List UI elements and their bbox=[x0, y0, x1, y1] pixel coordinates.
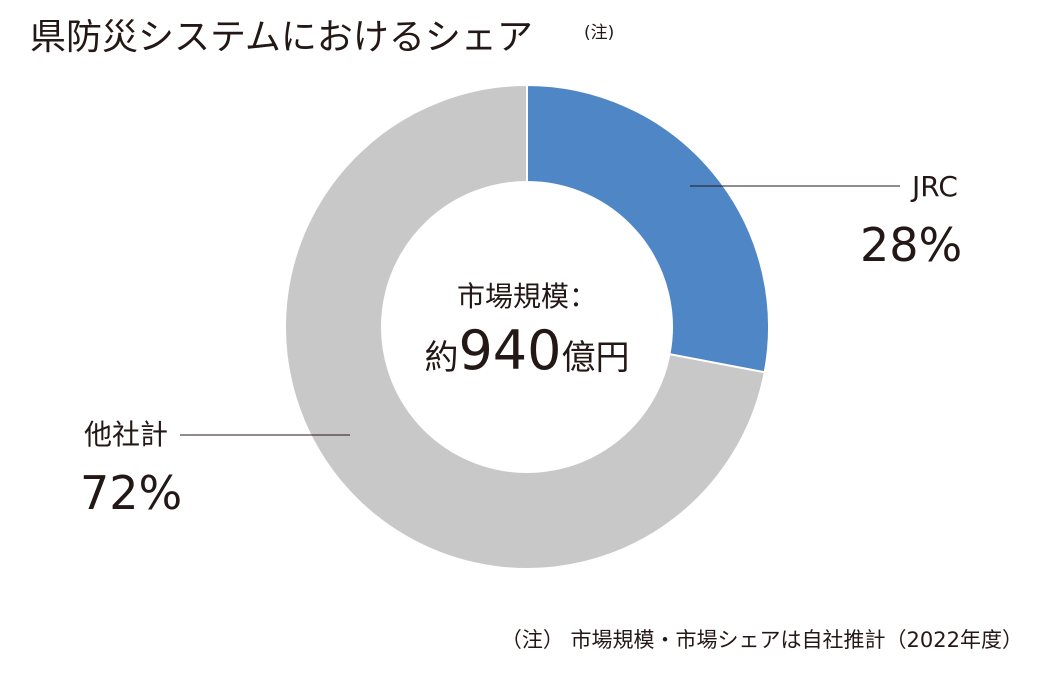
center-value-number: 940 bbox=[458, 319, 562, 382]
slice-value-others: 72% bbox=[80, 466, 183, 520]
slice-label-others: 他社計 bbox=[84, 418, 169, 451]
slice-label-jrc: JRC bbox=[912, 170, 958, 203]
center-value-suffix: 億円 bbox=[561, 338, 630, 378]
center-value-prefix: 約 bbox=[424, 338, 459, 378]
chart-title: 県防災システムにおけるシェア bbox=[30, 17, 533, 58]
slice-value-jrc: 28% bbox=[860, 218, 963, 272]
slice-jrc bbox=[526, 83, 770, 374]
slice-others bbox=[284, 83, 766, 570]
title-note: (注) bbox=[584, 23, 615, 43]
center-value: 約940億円 bbox=[387, 321, 667, 394]
footnote: （注） 市場規模・市場シェアは自社推計（2022年度） bbox=[500, 628, 1023, 652]
center-caption: 市場規模： bbox=[456, 280, 597, 313]
